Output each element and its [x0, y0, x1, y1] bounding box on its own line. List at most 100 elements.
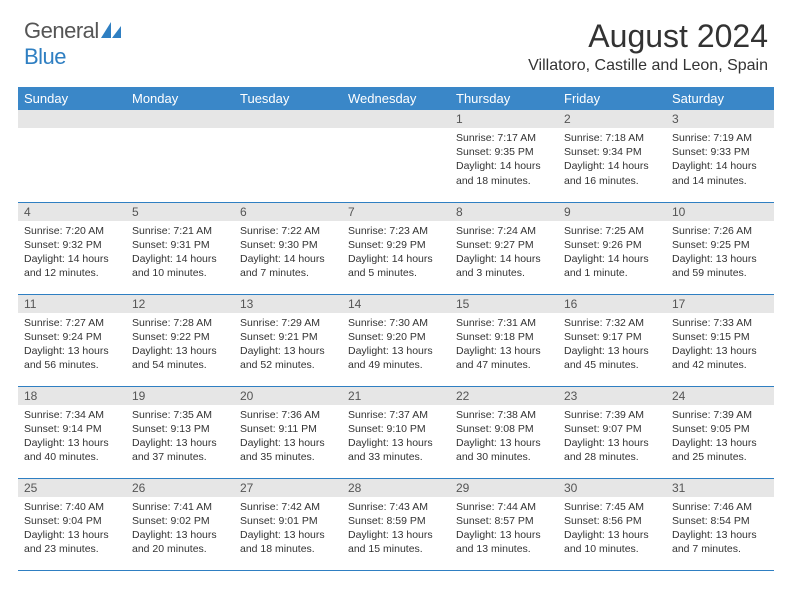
- calendar-day-cell: 3Sunrise: 7:19 AMSunset: 9:33 PMDaylight…: [666, 110, 774, 202]
- calendar-day-cell: 24Sunrise: 7:39 AMSunset: 9:05 PMDayligh…: [666, 386, 774, 478]
- day-details: Sunrise: 7:36 AMSunset: 9:11 PMDaylight:…: [234, 405, 342, 469]
- day-number: 19: [126, 387, 234, 405]
- calendar-body: 1Sunrise: 7:17 AMSunset: 9:35 PMDaylight…: [18, 110, 774, 570]
- day-number: 27: [234, 479, 342, 497]
- calendar-day-cell: 9Sunrise: 7:25 AMSunset: 9:26 PMDaylight…: [558, 202, 666, 294]
- day-details: Sunrise: 7:37 AMSunset: 9:10 PMDaylight:…: [342, 405, 450, 469]
- weekday-header: Friday: [558, 87, 666, 110]
- weekday-header: Wednesday: [342, 87, 450, 110]
- day-details: Sunrise: 7:34 AMSunset: 9:14 PMDaylight:…: [18, 405, 126, 469]
- calendar-day-cell: [18, 110, 126, 202]
- day-details: Sunrise: 7:30 AMSunset: 9:20 PMDaylight:…: [342, 313, 450, 377]
- day-number: 26: [126, 479, 234, 497]
- calendar-week-row: 18Sunrise: 7:34 AMSunset: 9:14 PMDayligh…: [18, 386, 774, 478]
- day-number: 14: [342, 295, 450, 313]
- logo-word1: General: [24, 18, 99, 43]
- day-details: Sunrise: 7:17 AMSunset: 9:35 PMDaylight:…: [450, 128, 558, 192]
- weekday-header: Tuesday: [234, 87, 342, 110]
- day-details: Sunrise: 7:31 AMSunset: 9:18 PMDaylight:…: [450, 313, 558, 377]
- day-number: 4: [18, 203, 126, 221]
- day-details: Sunrise: 7:29 AMSunset: 9:21 PMDaylight:…: [234, 313, 342, 377]
- day-details: Sunrise: 7:26 AMSunset: 9:25 PMDaylight:…: [666, 221, 774, 285]
- day-details: Sunrise: 7:27 AMSunset: 9:24 PMDaylight:…: [18, 313, 126, 377]
- day-details: Sunrise: 7:19 AMSunset: 9:33 PMDaylight:…: [666, 128, 774, 192]
- calendar-day-cell: 21Sunrise: 7:37 AMSunset: 9:10 PMDayligh…: [342, 386, 450, 478]
- day-details: Sunrise: 7:23 AMSunset: 9:29 PMDaylight:…: [342, 221, 450, 285]
- calendar-day-cell: 17Sunrise: 7:33 AMSunset: 9:15 PMDayligh…: [666, 294, 774, 386]
- day-number: 17: [666, 295, 774, 313]
- day-details: Sunrise: 7:38 AMSunset: 9:08 PMDaylight:…: [450, 405, 558, 469]
- calendar-day-cell: [126, 110, 234, 202]
- day-number: 20: [234, 387, 342, 405]
- calendar-day-cell: 10Sunrise: 7:26 AMSunset: 9:25 PMDayligh…: [666, 202, 774, 294]
- day-details: Sunrise: 7:24 AMSunset: 9:27 PMDaylight:…: [450, 221, 558, 285]
- day-details: Sunrise: 7:35 AMSunset: 9:13 PMDaylight:…: [126, 405, 234, 469]
- calendar-day-cell: 18Sunrise: 7:34 AMSunset: 9:14 PMDayligh…: [18, 386, 126, 478]
- weekday-header: Sunday: [18, 87, 126, 110]
- logo-sail-icon: [101, 18, 121, 43]
- calendar-day-cell: 8Sunrise: 7:24 AMSunset: 9:27 PMDaylight…: [450, 202, 558, 294]
- day-number: 23: [558, 387, 666, 405]
- calendar-week-row: 1Sunrise: 7:17 AMSunset: 9:35 PMDaylight…: [18, 110, 774, 202]
- day-number: 15: [450, 295, 558, 313]
- calendar-day-cell: 13Sunrise: 7:29 AMSunset: 9:21 PMDayligh…: [234, 294, 342, 386]
- day-number: 12: [126, 295, 234, 313]
- calendar-day-cell: 6Sunrise: 7:22 AMSunset: 9:30 PMDaylight…: [234, 202, 342, 294]
- day-details: Sunrise: 7:43 AMSunset: 8:59 PMDaylight:…: [342, 497, 450, 561]
- header: GeneralBlue August 2024 Villatoro, Casti…: [0, 0, 792, 79]
- calendar-day-cell: 11Sunrise: 7:27 AMSunset: 9:24 PMDayligh…: [18, 294, 126, 386]
- day-number: 24: [666, 387, 774, 405]
- calendar-day-cell: 16Sunrise: 7:32 AMSunset: 9:17 PMDayligh…: [558, 294, 666, 386]
- day-details: Sunrise: 7:46 AMSunset: 8:54 PMDaylight:…: [666, 497, 774, 561]
- day-number: 5: [126, 203, 234, 221]
- logo-text: GeneralBlue: [24, 18, 121, 70]
- calendar-day-cell: 5Sunrise: 7:21 AMSunset: 9:31 PMDaylight…: [126, 202, 234, 294]
- weekday-header: Thursday: [450, 87, 558, 110]
- calendar-day-cell: 20Sunrise: 7:36 AMSunset: 9:11 PMDayligh…: [234, 386, 342, 478]
- day-number: 28: [342, 479, 450, 497]
- calendar-day-cell: 25Sunrise: 7:40 AMSunset: 9:04 PMDayligh…: [18, 478, 126, 570]
- day-details: Sunrise: 7:20 AMSunset: 9:32 PMDaylight:…: [18, 221, 126, 285]
- day-details: Sunrise: 7:41 AMSunset: 9:02 PMDaylight:…: [126, 497, 234, 561]
- day-number: 18: [18, 387, 126, 405]
- day-number: 11: [18, 295, 126, 313]
- calendar-day-cell: 26Sunrise: 7:41 AMSunset: 9:02 PMDayligh…: [126, 478, 234, 570]
- calendar-day-cell: 12Sunrise: 7:28 AMSunset: 9:22 PMDayligh…: [126, 294, 234, 386]
- day-details: Sunrise: 7:32 AMSunset: 9:17 PMDaylight:…: [558, 313, 666, 377]
- calendar-day-cell: 15Sunrise: 7:31 AMSunset: 9:18 PMDayligh…: [450, 294, 558, 386]
- calendar-day-cell: 22Sunrise: 7:38 AMSunset: 9:08 PMDayligh…: [450, 386, 558, 478]
- day-number: 6: [234, 203, 342, 221]
- calendar-day-cell: 23Sunrise: 7:39 AMSunset: 9:07 PMDayligh…: [558, 386, 666, 478]
- calendar-day-cell: 31Sunrise: 7:46 AMSunset: 8:54 PMDayligh…: [666, 478, 774, 570]
- day-number: 3: [666, 110, 774, 128]
- calendar-table: SundayMondayTuesdayWednesdayThursdayFrid…: [18, 87, 774, 571]
- day-details: Sunrise: 7:25 AMSunset: 9:26 PMDaylight:…: [558, 221, 666, 285]
- calendar-day-cell: 28Sunrise: 7:43 AMSunset: 8:59 PMDayligh…: [342, 478, 450, 570]
- day-number: 21: [342, 387, 450, 405]
- day-details: Sunrise: 7:44 AMSunset: 8:57 PMDaylight:…: [450, 497, 558, 561]
- logo: GeneralBlue: [24, 18, 121, 70]
- day-number: 22: [450, 387, 558, 405]
- calendar-week-row: 4Sunrise: 7:20 AMSunset: 9:32 PMDaylight…: [18, 202, 774, 294]
- day-number: 9: [558, 203, 666, 221]
- day-number: 13: [234, 295, 342, 313]
- location: Villatoro, Castille and Leon, Spain: [528, 57, 768, 75]
- calendar-header-row: SundayMondayTuesdayWednesdayThursdayFrid…: [18, 87, 774, 110]
- calendar-week-row: 25Sunrise: 7:40 AMSunset: 9:04 PMDayligh…: [18, 478, 774, 570]
- calendar-day-cell: 4Sunrise: 7:20 AMSunset: 9:32 PMDaylight…: [18, 202, 126, 294]
- day-number: 30: [558, 479, 666, 497]
- calendar-day-cell: 1Sunrise: 7:17 AMSunset: 9:35 PMDaylight…: [450, 110, 558, 202]
- day-number: 25: [18, 479, 126, 497]
- day-details: Sunrise: 7:39 AMSunset: 9:05 PMDaylight:…: [666, 405, 774, 469]
- calendar-day-cell: 2Sunrise: 7:18 AMSunset: 9:34 PMDaylight…: [558, 110, 666, 202]
- weekday-header: Monday: [126, 87, 234, 110]
- calendar-day-cell: 27Sunrise: 7:42 AMSunset: 9:01 PMDayligh…: [234, 478, 342, 570]
- day-number: 31: [666, 479, 774, 497]
- day-number: 7: [342, 203, 450, 221]
- day-number: 29: [450, 479, 558, 497]
- day-number: 1: [450, 110, 558, 128]
- month-title: August 2024: [528, 18, 768, 55]
- day-number: 2: [558, 110, 666, 128]
- calendar-day-cell: [342, 110, 450, 202]
- day-details: Sunrise: 7:42 AMSunset: 9:01 PMDaylight:…: [234, 497, 342, 561]
